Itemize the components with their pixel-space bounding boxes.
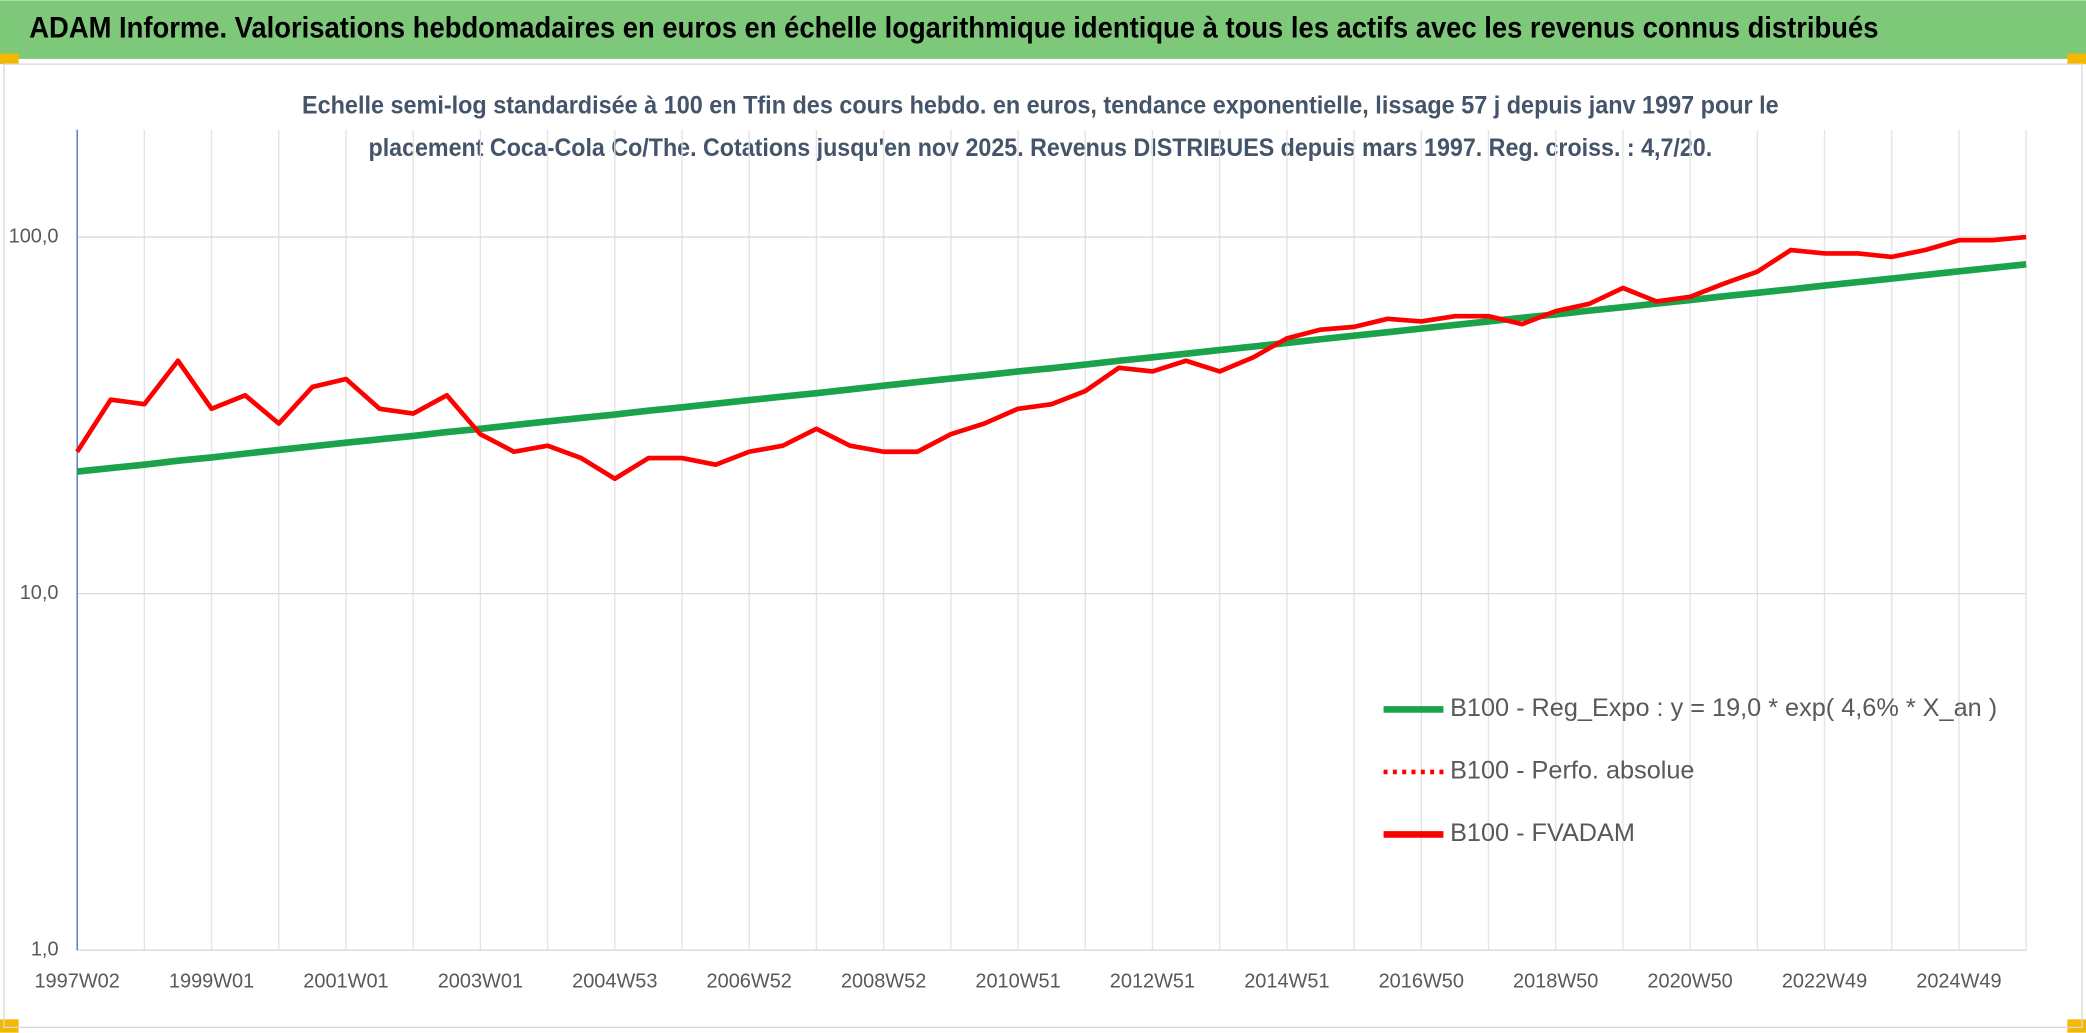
series-line — [76, 260, 2027, 475]
header-bar — [0, 0, 2086, 59]
x-tick-label: 2003W01 — [438, 970, 523, 992]
x-tick-label: 2018W50 — [1513, 970, 1598, 992]
x-tick-label: 2001W01 — [303, 970, 388, 992]
x-tick-label: 2020W50 — [1647, 970, 1732, 992]
x-tick-label: 2014W51 — [1244, 970, 1329, 992]
legend-label: B100 - FVADAM — [1450, 819, 1635, 847]
y-tick-label: 10,0 — [20, 582, 59, 604]
x-tick-label: 1999W01 — [169, 970, 254, 992]
chart-title: ADAM Informe. Valorisations hebdomadaire… — [29, 12, 1878, 44]
corner-bottom-left — [0, 1019, 19, 1033]
chart-subtitle: Echelle semi-log standardisée à 100 en T… — [302, 91, 1779, 119]
x-tick-label: 2016W50 — [1379, 970, 1464, 992]
series-line — [75, 234, 2027, 482]
chart-border — [3, 63, 2083, 1029]
x-tick-label: 2024W49 — [1916, 970, 2001, 992]
x-tick-label: 1997W02 — [34, 970, 119, 992]
chart-subtitle: placement Coca-Cola Co/The. Cotations ju… — [369, 134, 1713, 162]
x-tick-label: 2008W52 — [841, 970, 926, 992]
corner-right — [2067, 53, 2086, 65]
x-tick-label: 2012W51 — [1110, 970, 1195, 992]
corner-left — [0, 53, 19, 65]
legend-label: B100 - Perfo. absolue — [1450, 757, 1694, 785]
x-tick-label: 2004W53 — [572, 970, 657, 992]
corner-bottom-right — [2067, 1019, 2086, 1033]
x-tick-label: 2010W51 — [975, 970, 1060, 992]
y-tick-label: 100,0 — [9, 225, 59, 247]
x-tick-label: 2006W52 — [707, 970, 792, 992]
y-tick-label: 1,0 — [31, 938, 59, 960]
x-tick-label: 2022W49 — [1782, 970, 1867, 992]
legend-label: B100 - Reg_Expo : y = 19,0 * exp( 4,6% *… — [1450, 694, 1997, 722]
